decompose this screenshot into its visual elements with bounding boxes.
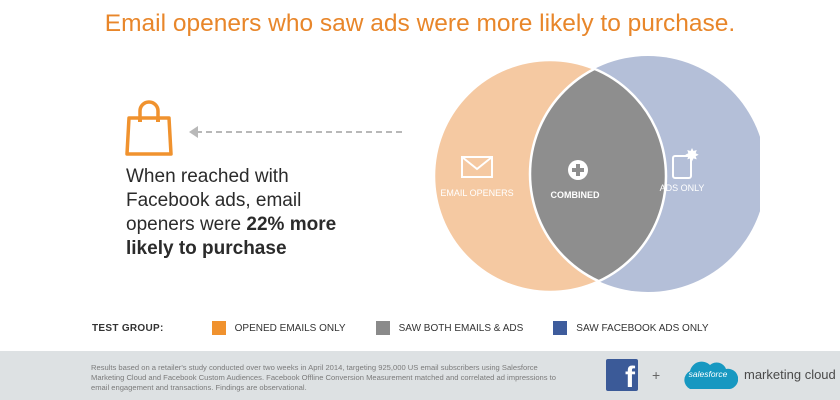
envelope-icon xyxy=(461,156,493,178)
page-title: Email openers who saw ads were more like… xyxy=(104,10,736,37)
legend-item-both: SAW BOTH EMAILS & ADS xyxy=(375,321,524,335)
callout-line-3-text: openers were xyxy=(126,214,247,235)
callout-line-3: openers were 22% more xyxy=(126,213,376,237)
legend-swatch-orange xyxy=(211,321,226,335)
legend-item-label: OPENED EMAILS ONLY xyxy=(234,322,346,334)
facebook-logo-icon: f xyxy=(606,359,638,394)
arrow-head-icon xyxy=(189,126,198,138)
callout-line-2: Facebook ads, email xyxy=(126,190,302,211)
callout-highlight-purchase: likely to purchase xyxy=(126,238,287,259)
shopping-bag-icon xyxy=(125,100,173,156)
venn-combined-region xyxy=(530,60,666,292)
legend-item-ads-only: SAW FACEBOOK ADS ONLY xyxy=(553,321,709,335)
salesforce-wordmark: salesforce xyxy=(688,369,728,379)
plus-sign: + xyxy=(652,367,661,383)
footnote-text: Results based on a retailer's study cond… xyxy=(91,363,557,392)
callout-line-1: When reached with xyxy=(126,166,289,187)
mobile-ad-icon xyxy=(672,148,699,179)
legend-swatch-gray xyxy=(375,321,390,335)
venn-right-label: ADS ONLY xyxy=(660,183,705,193)
legend-item-label: SAW FACEBOOK ADS ONLY xyxy=(576,322,709,334)
legend-swatch-blue xyxy=(553,321,568,335)
plus-circle-icon xyxy=(568,160,588,180)
callout-text: When reached with Facebook ads, email op… xyxy=(126,165,376,261)
legend-title: TEST GROUP: xyxy=(92,322,164,334)
marketing-cloud-text: marketing cloud xyxy=(744,367,836,382)
legend-item-label: SAW BOTH EMAILS & ADS xyxy=(398,322,524,334)
callout-line-4: likely to purchase xyxy=(126,237,376,261)
venn-left-label: EMAIL OPENERS xyxy=(440,188,513,198)
callout-highlight-percent: 22% more xyxy=(246,214,337,235)
dashed-arrow-left-icon xyxy=(196,131,402,133)
salesforce-cloud-icon: salesforce xyxy=(676,359,739,393)
venn-diagram: EMAIL OPENERS COMBINED ADS ONLY xyxy=(432,56,760,294)
footer-bar: Results based on a retailer's study cond… xyxy=(0,351,840,400)
test-group-legend: TEST GROUP: OPENED EMAILS ONLY SAW BOTH … xyxy=(92,317,739,339)
legend-item-opened-emails: OPENED EMAILS ONLY xyxy=(211,321,346,335)
venn-center-label: COMBINED xyxy=(551,190,600,200)
